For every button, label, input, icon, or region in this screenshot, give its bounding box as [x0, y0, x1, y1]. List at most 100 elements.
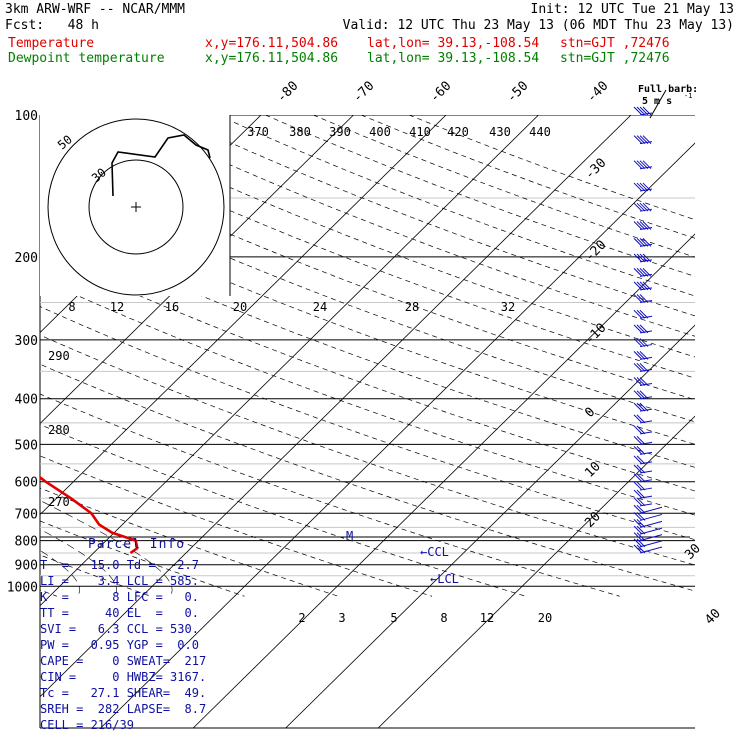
height-label: 8 [68, 300, 75, 314]
dry-adiabat [40, 306, 695, 541]
dewp-xy: x,y=176.11,504.86 [205, 51, 339, 66]
wind-barb-flag [636, 160, 646, 170]
dry-adiabat [40, 424, 526, 597]
dry-adiabat [40, 334, 695, 566]
wind-barb-flag [636, 309, 646, 319]
dewp-station: stn=GJT ,72476 [560, 51, 670, 66]
wind-barb [633, 221, 653, 231]
wind-barb-flag [636, 436, 646, 445]
dry-adiabat [40, 487, 339, 597]
theta-label: 420 [447, 125, 469, 139]
wind-barb-flag [639, 363, 649, 372]
wind-barb [633, 202, 653, 212]
wind-barb-flag [633, 538, 643, 548]
wind-barb [633, 309, 653, 319]
theta-label: 370 [247, 125, 269, 139]
wind-barb [633, 106, 653, 116]
wind-barb-flag [633, 253, 643, 263]
theta-label: 390 [329, 125, 351, 139]
wind-barb [633, 525, 663, 535]
isotherm-label: -60 [427, 79, 454, 106]
wind-barb-flag [636, 135, 646, 144]
full-barb-sample [649, 89, 667, 119]
wind-barb-flag [636, 363, 646, 372]
dry-adiabat [40, 224, 695, 468]
wind-barb [633, 473, 653, 483]
wind-barb-flag [639, 135, 649, 144]
isotherm-line [40, 115, 354, 425]
height-label: 16 [165, 300, 179, 314]
wind-barb-flag [633, 512, 643, 521]
wind-barb [633, 481, 653, 491]
full-barb-label: Full barb: [638, 84, 698, 95]
temp-xy: x,y=176.11,504.86 [205, 36, 339, 51]
isotherm-label: 40 [702, 606, 724, 628]
wind-barb-flag [642, 221, 652, 230]
wind-barb [633, 402, 653, 412]
wind-barb-flag [633, 544, 643, 554]
wind-barb-flag [639, 309, 649, 319]
wind-barb [633, 464, 653, 474]
pressure-tick-label: 600 [15, 476, 38, 491]
valid-time: Valid: 12 UTC Thu 23 May 13 (06 MDT Thu … [342, 18, 734, 33]
dry-adiabat [40, 393, 620, 597]
isotherm-label: -30 [582, 156, 609, 183]
wind-barb-flag [633, 135, 643, 144]
height-label: 32 [501, 300, 515, 314]
wind-barb-flag [639, 294, 649, 303]
theta-label: 380 [289, 125, 311, 139]
wind-barb-flag [633, 455, 643, 465]
full-barb-exponent: -1 [684, 92, 692, 100]
mixing-ratio-label: 2 [298, 611, 305, 625]
wind-barb-shaft [639, 546, 663, 554]
isotherm-label: -50 [504, 79, 531, 106]
wind-barb-flag [636, 446, 646, 455]
pressure-tick-label: 800 [15, 535, 38, 550]
wind-barb-flag [633, 464, 643, 474]
pressure-tick-label: 700 [15, 507, 38, 522]
wind-barb [633, 390, 653, 400]
wind-barb-flag [639, 390, 649, 400]
wind-barb-flag [639, 281, 649, 291]
wind-barb-flag [642, 253, 652, 263]
wind-barb-flag [639, 402, 649, 412]
wind-barb-flag [636, 238, 646, 247]
theta-label: 270 [48, 495, 70, 509]
wind-barb-flag [636, 489, 646, 499]
wind-barb-flag [633, 363, 643, 372]
dry-adiabat [40, 278, 695, 516]
wind-barb-flag [633, 268, 643, 277]
dewp-latlon: lat,lon= 39.13,-108.54 [367, 51, 540, 66]
theta-label: 400 [369, 125, 391, 139]
isotherm-line [40, 115, 539, 607]
wind-barb-flag [633, 294, 643, 303]
wind-barb-flag [636, 182, 646, 192]
wind-barb [633, 544, 663, 554]
wind-barb-flag [642, 281, 652, 291]
mixing-ratio-label: 3 [338, 611, 345, 625]
parcel-row: PW = 0.95 YGP = 0.0 [40, 638, 199, 652]
wind-barb-flag [633, 489, 643, 499]
dry-adiabat [40, 121, 695, 379]
wind-barb-flag [642, 182, 652, 192]
theta-label: 410 [409, 125, 431, 139]
wind-barb [633, 238, 653, 247]
wind-barb-flag [636, 532, 646, 541]
isotherm-label: -40 [584, 79, 611, 106]
wind-barb [633, 519, 663, 528]
parcel-row: CELL = 216/39 [40, 718, 134, 732]
isotherm-line [192, 233, 695, 728]
parcel-row: Tc = 27.1 SHEAR= 49. [40, 686, 207, 700]
isotherm-label: -20 [582, 238, 609, 265]
wind-barb-flag [639, 338, 649, 347]
lcl-label: ←LCL [430, 572, 459, 586]
wind-barb [633, 338, 653, 348]
mixing-ratio-label: 8 [440, 611, 447, 625]
wind-barb-flag [633, 436, 643, 445]
dry-adiabat [265, 115, 695, 277]
wind-barb-flag [636, 106, 646, 116]
wind-barb-flag [636, 351, 646, 360]
dry-adiabat [169, 115, 695, 317]
height-label: 12 [110, 300, 124, 314]
wind-barb-flag [636, 464, 646, 474]
